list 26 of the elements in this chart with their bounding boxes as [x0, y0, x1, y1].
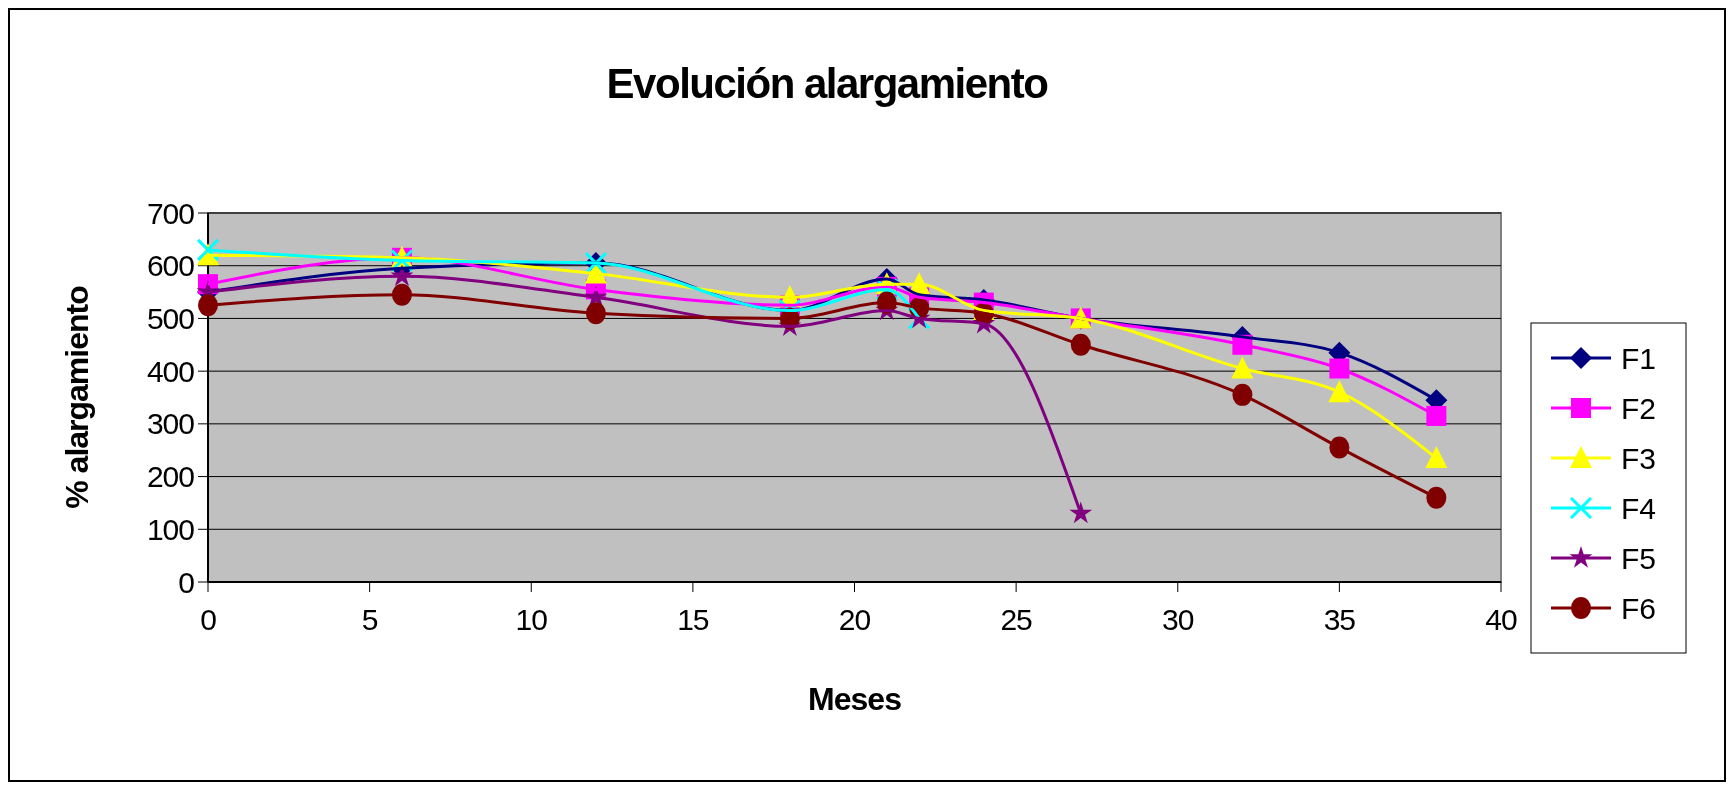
legend-label: F3: [1621, 441, 1657, 475]
x-tick-label: 25: [1000, 603, 1033, 636]
y-axis-title: % alargamiento: [59, 285, 95, 509]
x-tick-label: 5: [361, 603, 378, 636]
x-tick-label: 35: [1323, 603, 1356, 636]
legend-label: F6: [1621, 591, 1657, 625]
x-tick-label: 40: [1485, 603, 1517, 636]
chart-title: Evolución alargamiento: [606, 60, 1049, 107]
legend-label: F1: [1621, 341, 1657, 375]
legend-label: F5: [1621, 541, 1657, 575]
y-tick-label: 0: [178, 565, 195, 599]
legend-label: F4: [1621, 491, 1657, 525]
y-tick-label: 100: [146, 512, 195, 546]
y-tick-label: 700: [146, 196, 195, 230]
y-tick-label: 300: [146, 407, 195, 441]
x-tick-label: 30: [1162, 603, 1194, 636]
x-tick-label: 10: [515, 603, 548, 636]
x-tick-label: 15: [677, 603, 709, 636]
x-axis-title: Meses: [808, 681, 902, 717]
legend-label: F2: [1621, 391, 1657, 425]
x-tick-label: 0: [200, 603, 217, 636]
x-tick-label: 20: [838, 603, 871, 636]
y-tick-label: 600: [146, 249, 195, 283]
y-tick-label: 200: [146, 460, 195, 494]
y-tick-label: 400: [146, 354, 195, 388]
y-tick-label: 500: [146, 301, 195, 335]
